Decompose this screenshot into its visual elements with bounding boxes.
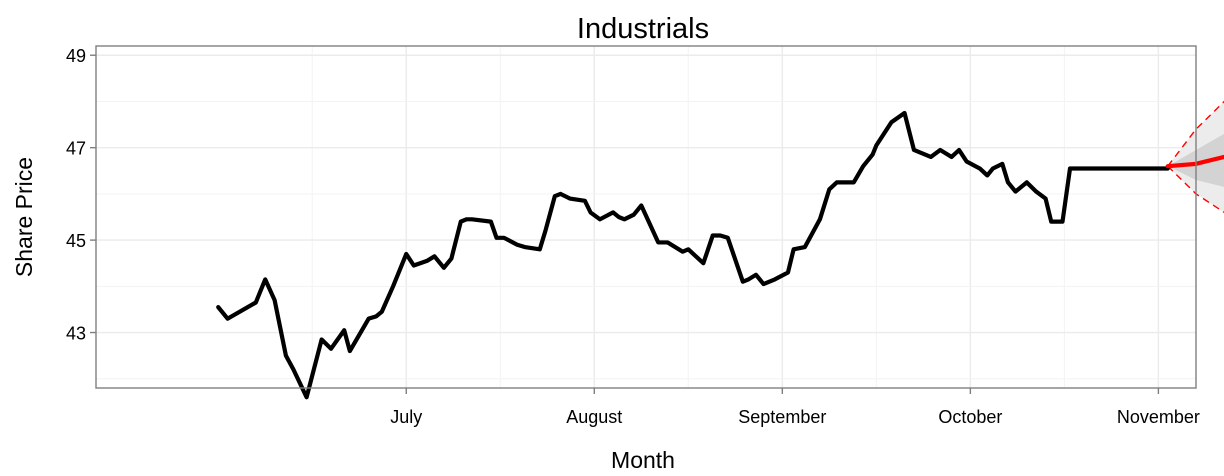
y-tick-label: 49: [66, 46, 86, 66]
chart-title: Industrials: [577, 13, 709, 45]
y-tick-label: 47: [66, 139, 86, 159]
x-tick-label: November: [1117, 407, 1200, 427]
y-axis: 43 45 47 49: [66, 46, 96, 344]
y-tick-label: 45: [66, 231, 86, 251]
history-line: [216, 110, 1170, 400]
forecast-mean-line: [1165, 154, 1224, 169]
forecast-upper-95-line: [1167, 100, 1224, 167]
plot-border: [95, 45, 1197, 389]
y-axis-title: Share Price: [11, 157, 37, 277]
plot-panel: [95, 45, 1224, 400]
x-axis-title: Month: [611, 447, 675, 473]
x-tick-label: October: [938, 407, 1002, 427]
y-tick-label: 43: [66, 324, 86, 344]
x-tick-label: August: [566, 407, 622, 427]
x-axis: July August September October November: [390, 388, 1200, 427]
x-tick-label: July: [390, 407, 422, 427]
x-tick-label: September: [738, 407, 826, 427]
